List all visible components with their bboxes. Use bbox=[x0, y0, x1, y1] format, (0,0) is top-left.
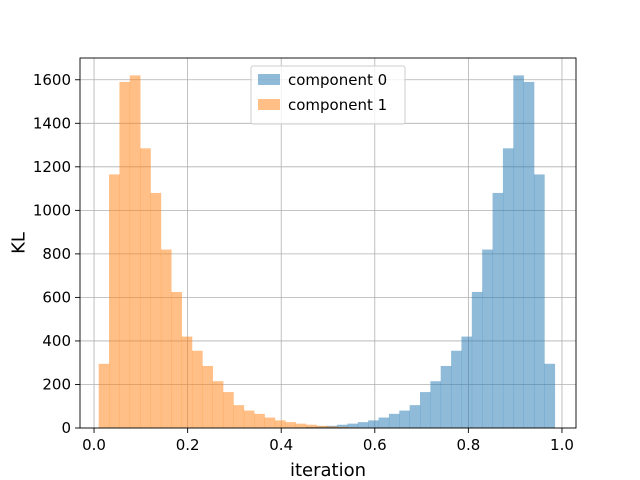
bar-series-1-bin-21 bbox=[316, 425, 328, 428]
y-tick-label-5: 1000 bbox=[33, 201, 71, 219]
legend-swatch-component-0 bbox=[258, 74, 280, 85]
y-tick-label-1: 200 bbox=[42, 375, 71, 393]
bar-series-0-bin-26 bbox=[368, 420, 379, 428]
bar-series-0-bin-32 bbox=[430, 381, 442, 428]
legend: component 0 component 1 bbox=[250, 65, 406, 125]
bar-series-1-bin-4 bbox=[140, 148, 151, 428]
bar-series-1-bin-12 bbox=[223, 392, 234, 428]
bar-series-1-bin-19 bbox=[295, 423, 307, 428]
bar-series-0-bin-42 bbox=[534, 174, 545, 428]
bar-series-0-bin-35 bbox=[461, 336, 473, 428]
y-tick-label-2: 400 bbox=[42, 332, 71, 350]
bar-series-1-bin-11 bbox=[212, 381, 224, 428]
bar-series-0-bin-29 bbox=[399, 410, 410, 428]
bar-series-1-bin-16 bbox=[264, 417, 276, 428]
bar-series-1-bin-10 bbox=[202, 365, 214, 428]
bar-series-1-bin-20 bbox=[306, 424, 317, 428]
x-tick-label-3: 0.6 bbox=[363, 436, 387, 454]
bar-series-1-bin-1 bbox=[109, 174, 120, 428]
bar-series-1-bin-14 bbox=[243, 410, 255, 428]
x-tick-label-4: 0.8 bbox=[456, 436, 480, 454]
bar-series-1-bin-3 bbox=[129, 75, 141, 428]
plot-frame bbox=[79, 57, 577, 429]
bar-series-1-bin-13 bbox=[233, 405, 245, 428]
bar-series-0-bin-37 bbox=[482, 249, 493, 428]
bar-series-1-bin-17 bbox=[274, 420, 286, 428]
bar-series-0-bin-30 bbox=[409, 405, 421, 428]
bar-series-1-bin-18 bbox=[285, 422, 296, 428]
bar-series-1-bin-0 bbox=[98, 363, 110, 428]
y-tick-label-8: 1600 bbox=[33, 71, 71, 89]
bar-series-1-bin-15 bbox=[254, 413, 265, 428]
legend-swatch-component-1 bbox=[258, 99, 280, 110]
bar-series-0-bin-34 bbox=[451, 350, 462, 428]
bar-series-0-bin-27 bbox=[378, 417, 390, 428]
bar-series-0-bin-25 bbox=[357, 422, 369, 428]
bar-series-0-bin-33 bbox=[440, 365, 452, 428]
bar-series-1-bin-22 bbox=[326, 426, 338, 428]
bar-series-0-bin-43 bbox=[544, 363, 556, 428]
bar-series-1-bin-6 bbox=[160, 249, 172, 428]
x-tick-label-1: 0.2 bbox=[176, 436, 200, 454]
y-tick-label-7: 1400 bbox=[33, 114, 71, 132]
bar-series-0-bin-23 bbox=[337, 424, 348, 428]
legend-label-component-1: component 1 bbox=[288, 96, 387, 114]
x-tick-label-5: 1.0 bbox=[550, 436, 574, 454]
bar-series-1-bin-8 bbox=[181, 336, 193, 428]
y-axis-label: KL bbox=[8, 232, 29, 254]
bar-series-1-bin-9 bbox=[191, 350, 203, 428]
bar-series-0-bin-38 bbox=[492, 192, 504, 428]
bar-series-1-bin-5 bbox=[150, 192, 162, 428]
bar-series-1-bin-7 bbox=[171, 291, 182, 428]
axis-ticks: 0.0 0.2 0.4 0.6 0.8 1.0 0 200 400 600 800 1000 1200 1… bbox=[33, 71, 574, 454]
y-tick-label-3: 600 bbox=[42, 288, 71, 306]
bar-series-0-bin-40 bbox=[513, 75, 524, 428]
bar-series-0-bin-39 bbox=[502, 148, 514, 428]
bar-series-0-bin-28 bbox=[388, 413, 400, 428]
x-axis-label: iteration bbox=[290, 460, 366, 480]
y-tick-label-4: 800 bbox=[42, 245, 71, 263]
x-tick-label-2: 0.4 bbox=[269, 436, 293, 454]
legend-box bbox=[250, 65, 406, 125]
bar-series-0-bin-31 bbox=[419, 392, 431, 428]
bar-series-1-bin-23 bbox=[337, 426, 348, 428]
bar-series-0-bin-24 bbox=[347, 423, 359, 428]
histogram-bars bbox=[98, 75, 556, 429]
y-tick-label-6: 1200 bbox=[33, 158, 71, 176]
bar-series-0-bin-36 bbox=[471, 291, 483, 428]
x-tick-label-0: 0.0 bbox=[82, 436, 106, 454]
bar-series-1-bin-2 bbox=[119, 81, 131, 429]
y-tick-label-0: 0 bbox=[61, 419, 71, 437]
bar-series-0-bin-41 bbox=[523, 81, 535, 429]
legend-label-component-0: component 0 bbox=[288, 71, 387, 89]
